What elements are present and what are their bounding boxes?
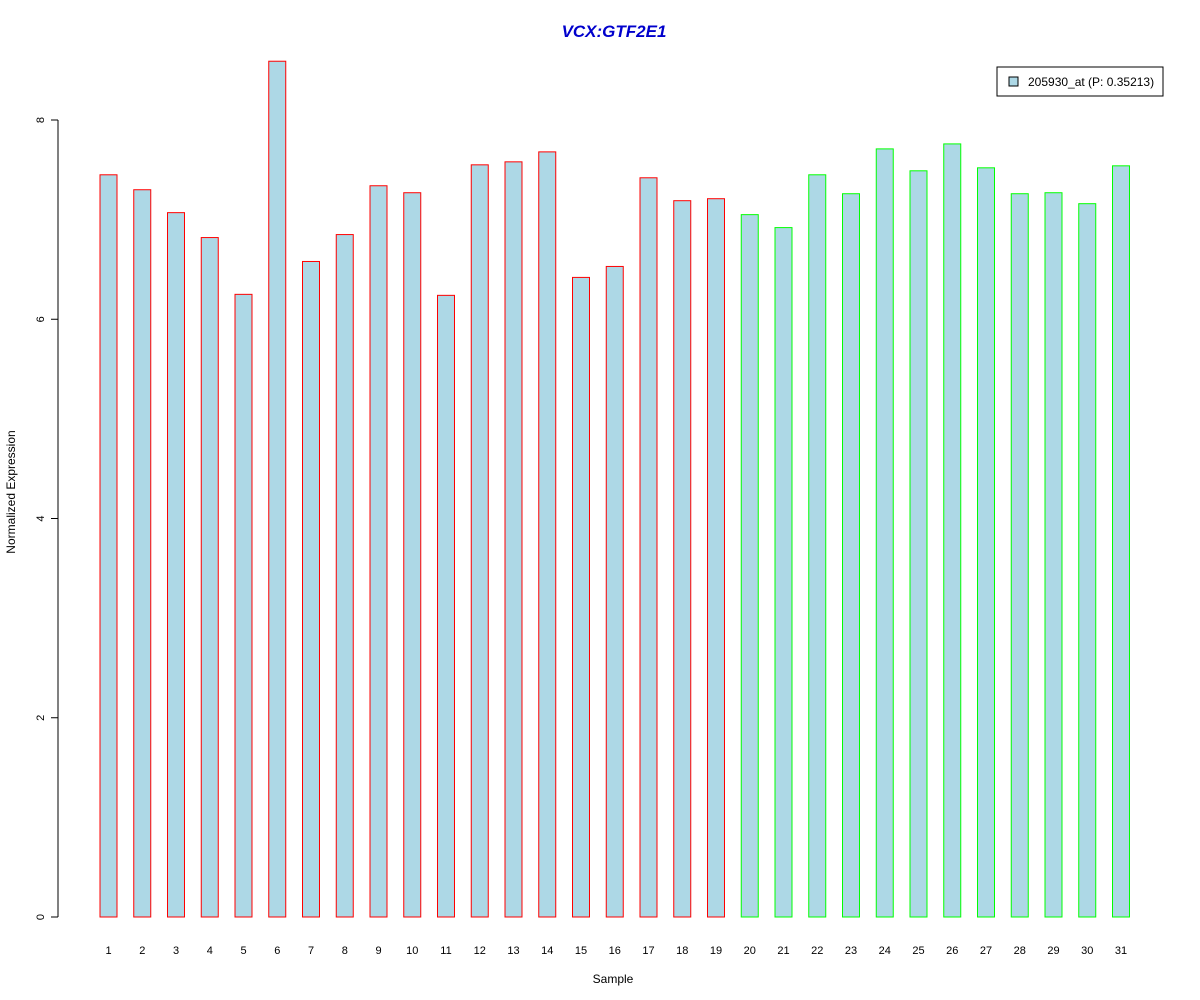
y-axis-label: Normalized Expression: [4, 430, 18, 553]
x-tick-label: 18: [676, 945, 688, 957]
bar-sample-17: [639, 177, 658, 918]
bars-group: [99, 60, 1130, 918]
bar-sample-28: [1010, 193, 1029, 918]
bar-sample-12: [470, 164, 489, 918]
x-tick-label: 10: [406, 945, 418, 957]
x-tick-label: 1: [105, 945, 111, 957]
legend-box: [996, 66, 1164, 97]
bar-sample-23: [842, 193, 860, 918]
bar-sample-14: [538, 151, 557, 918]
bar-sample-1: [99, 174, 118, 918]
x-tick-label: 11: [440, 945, 451, 957]
x-tick-label: 29: [1047, 945, 1059, 957]
bar-sample-8: [335, 234, 354, 918]
x-tick-label: 4: [207, 945, 213, 957]
bar-sample-20: [740, 214, 759, 918]
x-tick-label: 9: [375, 945, 381, 957]
bar-sample-10: [403, 192, 422, 918]
y-tick-label: 4: [35, 515, 47, 521]
x-tick-label: 21: [777, 945, 789, 957]
x-tick-label: 19: [710, 945, 722, 957]
y-tick-label: 2: [35, 715, 47, 721]
x-tick-label: 27: [980, 945, 992, 957]
bar-sample-13: [504, 161, 523, 918]
x-tick-label: 7: [308, 945, 314, 957]
bar-sample-6: [268, 60, 287, 918]
x-tick-label: 28: [1014, 945, 1026, 957]
x-axis-label: Sample: [593, 972, 634, 986]
bar-sample-24: [875, 148, 894, 918]
legend-swatch: [1008, 76, 1019, 87]
legend-entry-label: 205930_at (P: 0.35213): [1028, 75, 1154, 89]
bar-sample-26: [943, 143, 962, 918]
chart-title: VCX:GTF2E1: [562, 22, 667, 41]
bar-sample-4: [200, 237, 219, 918]
x-tick-label: 31: [1115, 945, 1127, 957]
bar-sample-5: [234, 293, 253, 918]
bar-sample-9: [369, 185, 388, 918]
x-tick-label: 22: [811, 945, 823, 957]
x-tick-label: 8: [342, 945, 348, 957]
x-tick-label: 15: [575, 945, 587, 957]
bar-sample-27: [977, 167, 995, 918]
legend: 205930_at (P: 0.35213): [996, 66, 1164, 97]
bar-sample-15: [572, 276, 590, 918]
bar-sample-31: [1112, 165, 1130, 918]
bar-sample-19: [707, 198, 725, 918]
bar-sample-2: [133, 189, 152, 918]
bar-sample-18: [673, 200, 692, 918]
bar-sample-11: [437, 294, 455, 918]
bar-sample-3: [167, 212, 185, 918]
x-tick-label: 23: [845, 945, 857, 957]
bar-sample-7: [302, 260, 320, 918]
x-tick-label: 20: [744, 945, 756, 957]
y-tick-label: 6: [35, 316, 47, 322]
x-tick-label: 24: [879, 945, 891, 957]
y-axis: 0 2 4 6 8: [35, 117, 59, 920]
bar-sample-25: [909, 170, 928, 918]
x-tick-label: 6: [274, 945, 280, 957]
x-tick-label: 5: [240, 945, 246, 957]
x-tick-label: 16: [609, 945, 621, 957]
bar-sample-16: [605, 265, 624, 918]
x-tick-labels: 1 2 3 4 5 6 7 8 9 10 11 12 13 14 15 16 17 18 19 20 21 22 23 24 2…: [105, 945, 1127, 957]
x-tick-label: 13: [507, 945, 519, 957]
x-tick-label: 2: [139, 945, 145, 957]
y-tick-label: 0: [35, 914, 47, 920]
x-tick-label: 12: [474, 945, 486, 957]
x-tick-label: 30: [1081, 945, 1093, 957]
bar-sample-30: [1078, 203, 1097, 918]
x-tick-label: 26: [946, 945, 958, 957]
y-tick-label: 8: [35, 117, 47, 123]
x-tick-label: 14: [541, 945, 553, 957]
bar-sample-21: [774, 227, 793, 918]
bar-sample-29: [1044, 192, 1063, 918]
x-tick-label: 17: [642, 945, 654, 957]
x-tick-label: 3: [173, 945, 179, 957]
x-tick-label: 25: [912, 945, 924, 957]
bar-sample-22: [808, 174, 827, 918]
